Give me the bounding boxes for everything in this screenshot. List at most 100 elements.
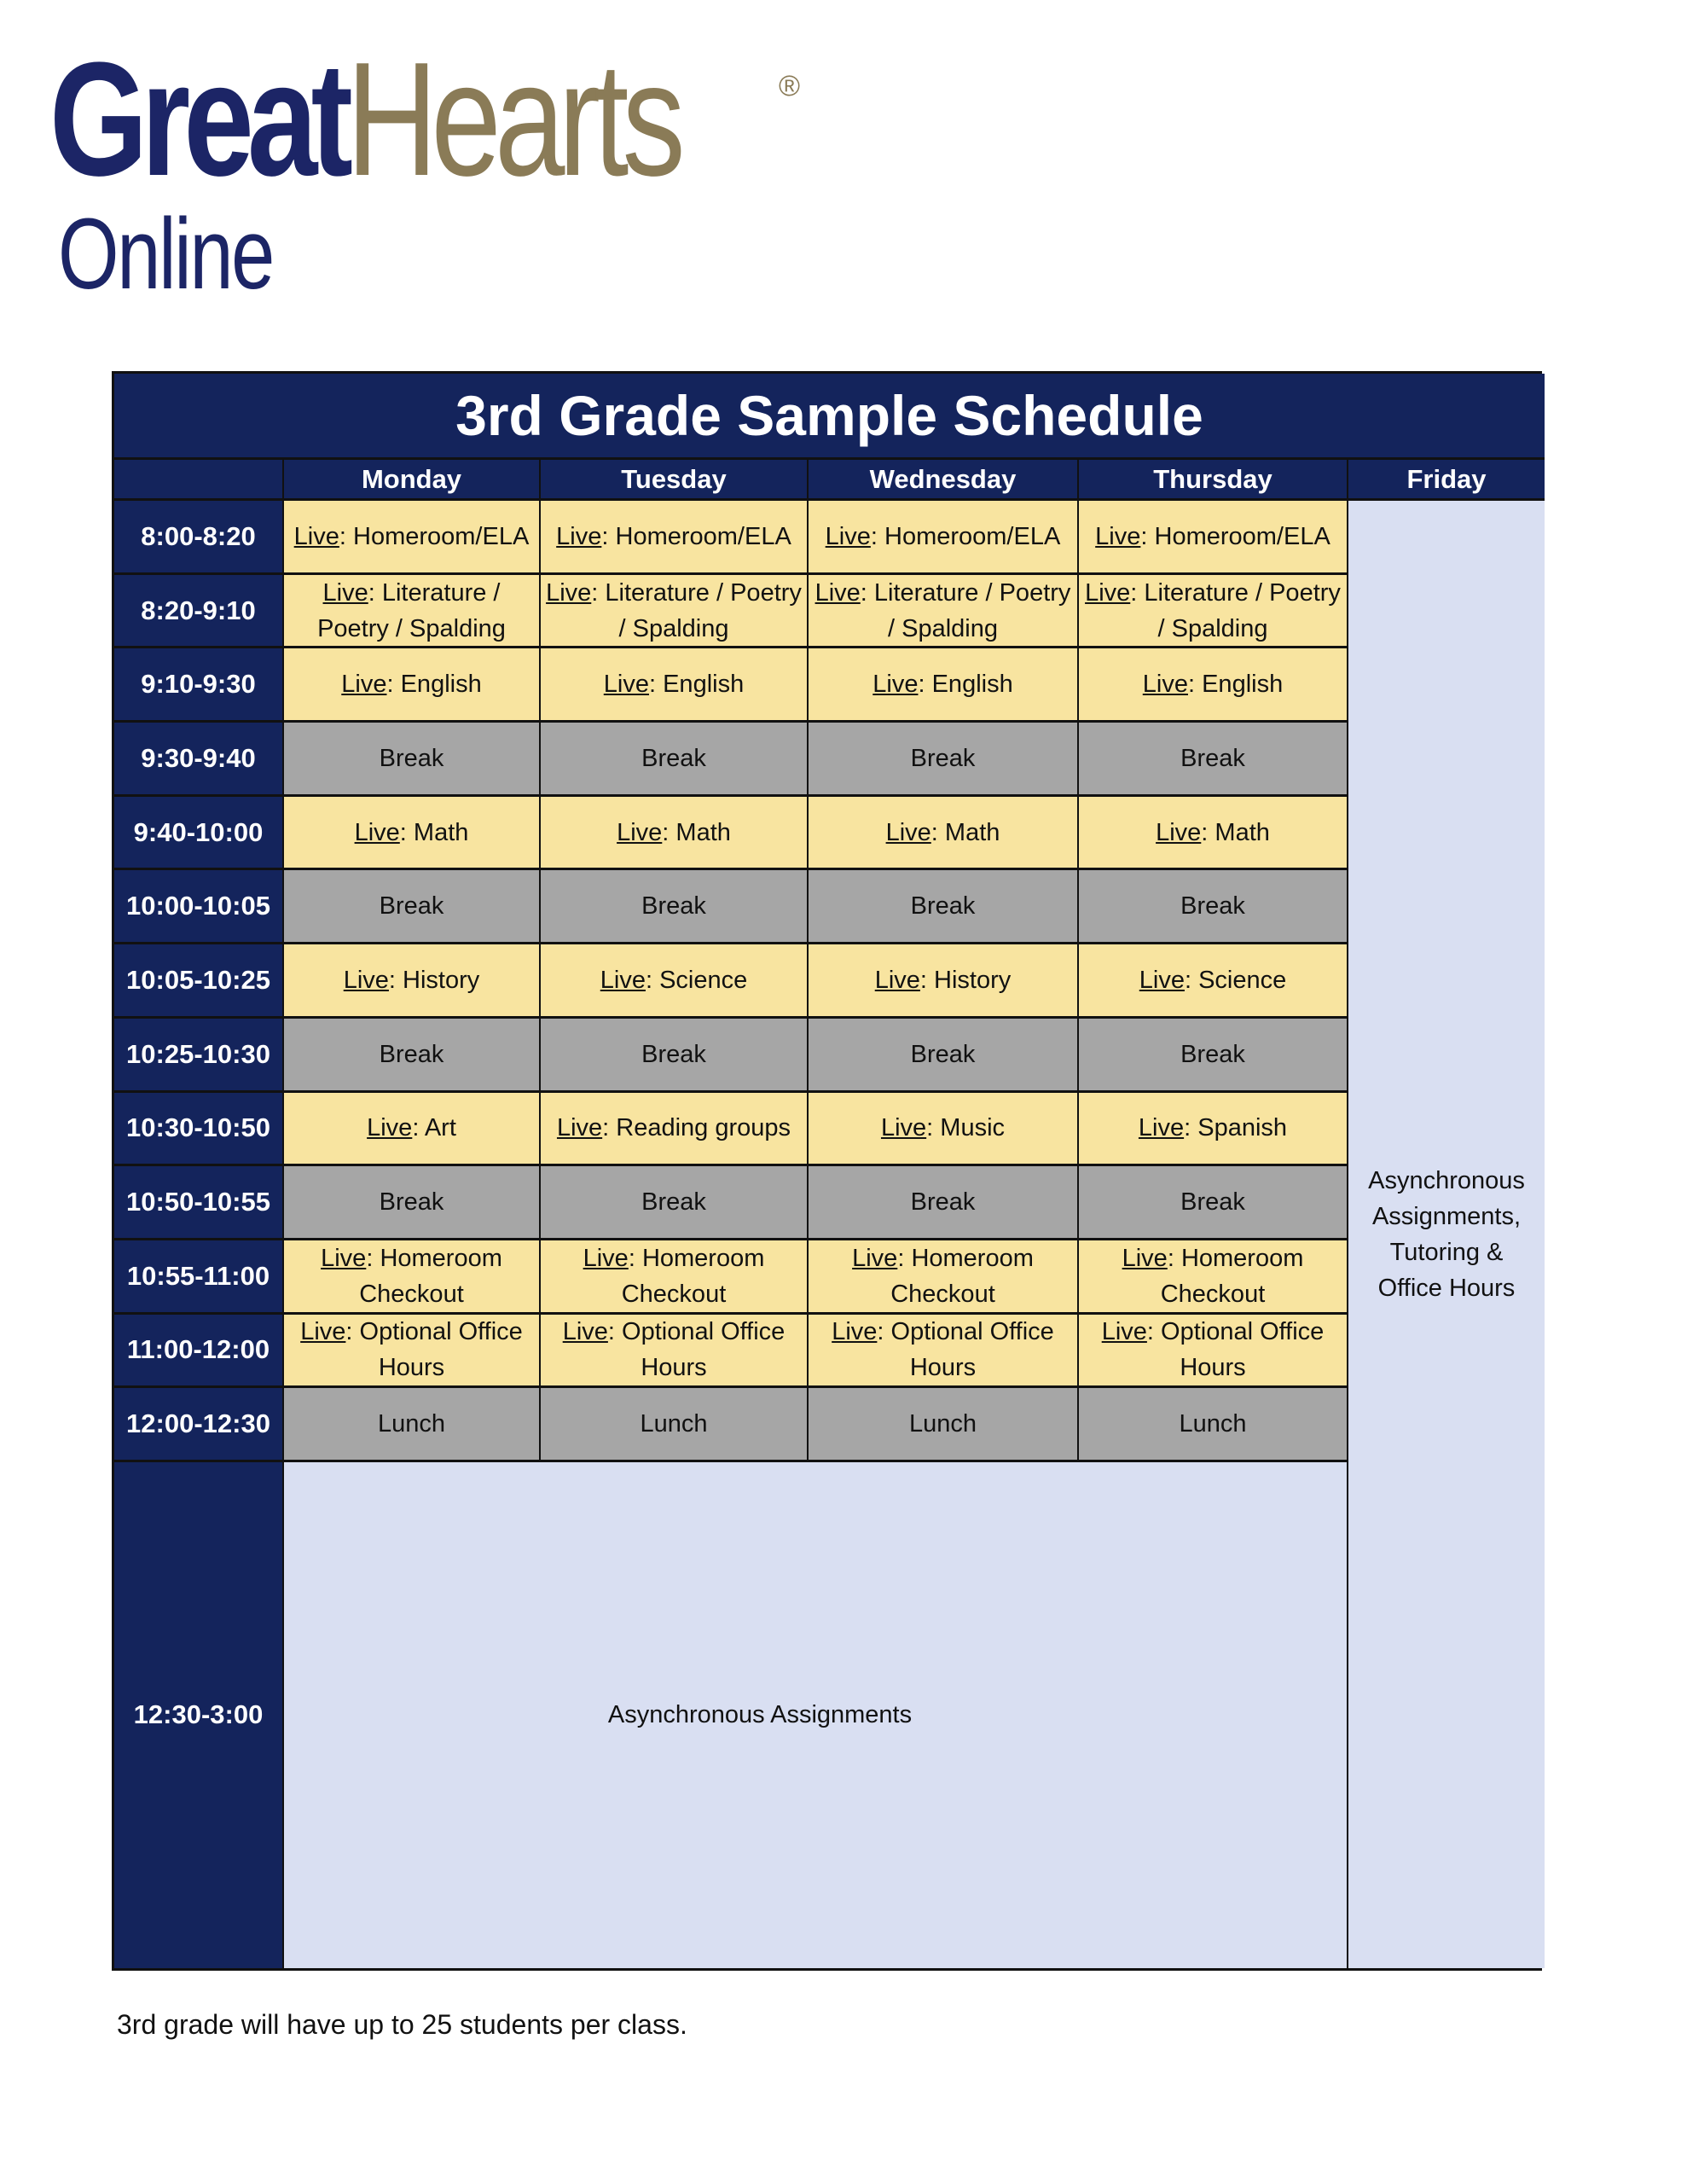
live-label: Live [367,1114,413,1142]
activity-text: Break [379,744,444,772]
cell-content: Live: English [603,671,745,699]
live-label: Live [321,1244,367,1272]
cell-content: Break [641,1037,706,1072]
activity-text: Math [1215,818,1270,846]
live-label: Live [354,818,400,846]
live-label: Live [546,578,592,607]
schedule-cell: Live: Science [1079,944,1348,1019]
activity-text: Homeroom Checkout [1160,1244,1304,1308]
activity-text: English [1202,671,1284,699]
cell-content: Break [911,888,976,924]
cell-content: Break [380,1037,444,1072]
schedule-cell: Break [809,870,1079,945]
friday-block: Asynchronous Assignments, Tutoring & Off… [1348,501,1545,1968]
header-friday: Friday [1348,460,1545,501]
activity-text: Break [910,1188,976,1217]
activity-text: Break [641,1040,706,1068]
activity-text: Homeroom/ELA [1154,522,1330,550]
activity-text: Break [641,744,706,772]
live-label: Live [1122,1244,1168,1272]
cell-content: Break [380,741,444,776]
schedule-cell: Live: Math [809,796,1079,871]
activity-text: Math [413,818,469,846]
cell-content: Live: Math [354,818,469,846]
schedule-cell: Break [541,870,809,945]
time-slot: 9:40-10:00 [114,796,284,871]
schedule-cell: Live: Science [541,944,809,1019]
activity-text: History [403,966,480,994]
schedule-cell: Live: Homeroom Checkout [809,1240,1079,1315]
live-label: Live [343,966,389,994]
live-label: Live [562,1318,608,1346]
activity-text: Homeroom Checkout [890,1244,1034,1308]
cell-content: Live: History [874,966,1012,994]
cell-content: Live: Literature / Poetry / Spalding [317,578,506,642]
live-label: Live [293,522,339,550]
live-label: Live [1101,1318,1147,1346]
schedule-cell: Break [541,1166,809,1240]
logo-hearts: Hearts [346,29,685,210]
cell-content: Break [1180,888,1245,924]
header-thursday: Thursday [1079,460,1348,501]
time-slot: 12:00-12:30 [114,1388,284,1462]
activity-text: Homeroom/ELA [353,522,530,550]
activity-text: Homeroom Checkout [621,1244,765,1308]
cell-content: Lunch [640,1406,707,1442]
activity-text: Homeroom/ELA [615,522,791,550]
cell-content: Live: Math [1156,818,1270,846]
schedule-cell: Live: Optional Office Hours [284,1314,541,1389]
activity-text: Break [910,744,976,772]
live-label: Live [852,1244,898,1272]
live-label: Live [832,1318,878,1346]
cell-content: Live: Homeroom Checkout [321,1244,502,1308]
time-slot: 8:20-9:10 [114,574,284,649]
schedule-cell: Live: Optional Office Hours [809,1314,1079,1389]
cell-content: Live: Reading groups [556,1114,791,1142]
live-label: Live [872,671,919,699]
schedule-cell: Live: Music [809,1092,1079,1167]
cell-content: Break [380,888,444,924]
live-label: Live [300,1318,346,1346]
live-label: Live [874,966,920,994]
schedule-cell: Live: English [1079,648,1348,723]
header-monday: Monday [284,460,541,501]
schedule-cell: Lunch [809,1388,1079,1462]
activity-text: English [400,671,482,699]
cell-content: Live: Homeroom/ELA [556,522,791,550]
live-label: Live [600,966,646,994]
time-slot: 10:00-10:05 [114,870,284,945]
time-slot: 10:25-10:30 [114,1018,284,1093]
schedule-title: 3rd Grade Sample Schedule [114,374,1545,460]
schedule-cell: Live: Literature / Poetry / Spalding [284,574,541,649]
cell-content: Break [380,1184,444,1220]
schedule-cell: Break [284,1018,541,1093]
schedule-cell: Break [1079,1018,1348,1093]
time-slot: 10:50-10:55 [114,1166,284,1240]
afternoon-async-block: Asynchronous Assignments [284,1461,1348,1968]
activity-text: Break [379,1040,444,1068]
schedule-cell: Break [541,723,809,797]
cell-content: Live: Homeroom Checkout [852,1244,1034,1308]
time-slot: 11:00-12:00 [114,1314,284,1389]
activity-text: Music [940,1114,1006,1142]
live-label: Live [1156,818,1202,846]
header-time-blank [114,460,284,501]
activity-text: Lunch [640,1410,708,1438]
live-label: Live [1085,578,1131,607]
cell-content: Break [911,741,976,776]
schedule-cell: Break [284,723,541,797]
activity-text: Optional Office Hours [890,1318,1054,1382]
footnote: 3rd grade will have up to 25 students pe… [117,2009,687,2040]
schedule-cell: Break [809,1166,1079,1240]
live-label: Live [880,1114,927,1142]
schedule-cell: Lunch [541,1388,809,1462]
time-slot: 12:30-3:00 [114,1461,284,1968]
live-label: Live [825,522,871,550]
activity-text: Optional Office Hours [622,1318,786,1382]
schedule-cell: Live: History [284,944,541,1019]
time-slot: 8:00-8:20 [114,501,284,575]
cell-content: Break [1180,1184,1245,1220]
cell-content: Live: Homeroom/ELA [293,522,530,550]
cell-content: Live: Art [367,1114,456,1142]
cell-content: Break [911,1037,976,1072]
